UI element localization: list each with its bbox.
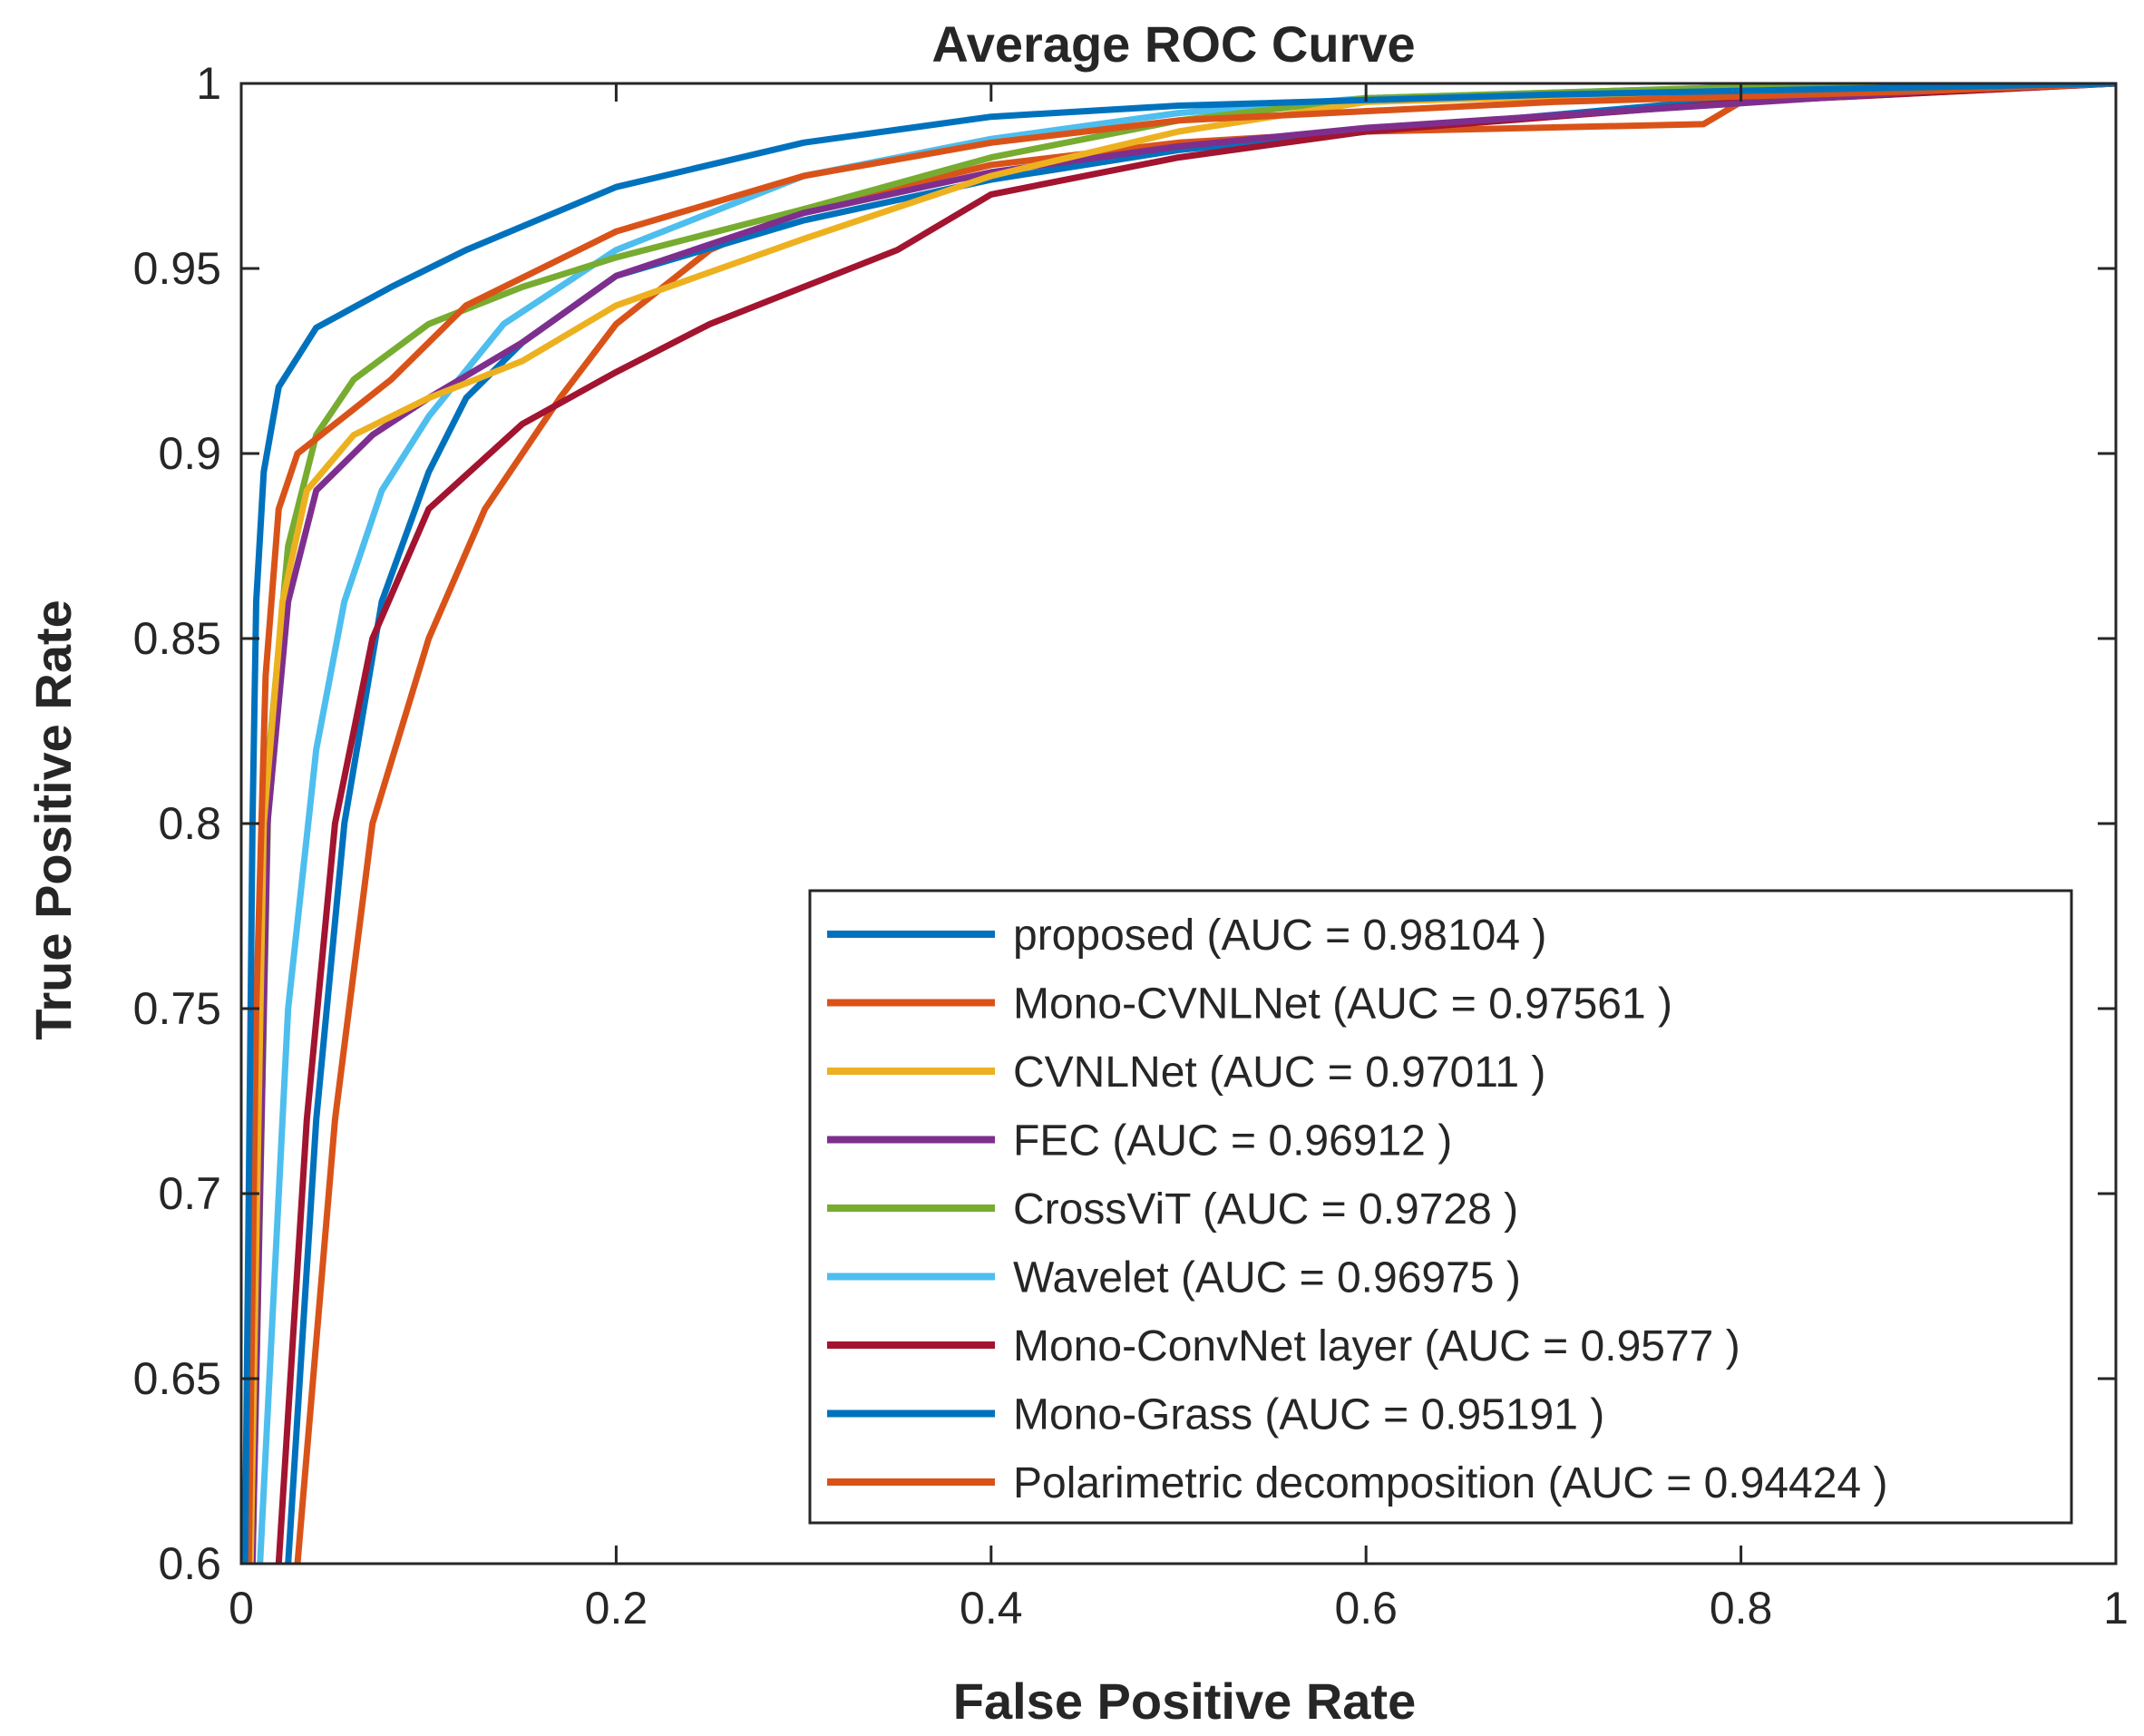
legend-label-8: Mono-Grass (AUC = 0.95191 ) bbox=[1013, 1391, 1604, 1439]
legend-label-6: Wavelet (AUC = 0.96975 ) bbox=[1013, 1254, 1521, 1302]
legend-label-5: CrossViT (AUC = 0.9728 ) bbox=[1013, 1185, 1518, 1234]
legend-label-7: Mono-ConvNet layer (AUC = 0.9577 ) bbox=[1013, 1322, 1740, 1370]
y-tick-label: 0.9 bbox=[158, 428, 221, 479]
legend-label-1: proposed (AUC = 0.98104 ) bbox=[1013, 912, 1546, 960]
x-axis-label: False Positive Rate bbox=[953, 1673, 1416, 1730]
series-line-3 bbox=[247, 83, 2116, 1564]
x-tick-label: 1 bbox=[2103, 1583, 2129, 1634]
x-tick-label: 0 bbox=[229, 1583, 254, 1634]
y-tick-label: 0.85 bbox=[133, 613, 221, 664]
legend-label-3: CVNLNet (AUC = 0.97011 ) bbox=[1013, 1048, 1545, 1097]
y-tick-label: 0.6 bbox=[158, 1538, 221, 1589]
x-tick-label: 0.2 bbox=[585, 1583, 648, 1634]
series-line-1 bbox=[241, 83, 2116, 1564]
legend-box bbox=[808, 889, 2073, 1525]
y-tick-label: 0.7 bbox=[158, 1168, 221, 1219]
legend-label-2: Mono-CVNLNet (AUC = 0.97561 ) bbox=[1013, 980, 1672, 1029]
plot-area: 0 0.2 0.4 0.6 0.8 1 0.6 0.65 0.7 0.75 0.8 0.85 0.9 0.… bbox=[133, 58, 2129, 1634]
series-group bbox=[241, 83, 2116, 1564]
series-line-7 bbox=[275, 83, 2116, 1564]
series-line-2 bbox=[245, 83, 2116, 1564]
x-tick-label: 0.6 bbox=[1334, 1583, 1398, 1634]
y-tick-label: 0.75 bbox=[133, 983, 221, 1034]
x-tick-label: 0.8 bbox=[1710, 1583, 1773, 1634]
y-tick-label: 0.8 bbox=[158, 798, 221, 849]
y-tick-label: 0.65 bbox=[133, 1353, 221, 1404]
y-tick-label: 0.95 bbox=[133, 243, 221, 294]
x-tick-label: 0.4 bbox=[960, 1583, 1023, 1634]
series-line-4 bbox=[249, 83, 2116, 1564]
chart-title: Average ROC Curve bbox=[931, 15, 1415, 73]
legend: proposed (AUC = 0.98104 ) Mono-CVNLNet (A… bbox=[808, 889, 2073, 1525]
y-axis-label: True Positive Rate bbox=[24, 600, 82, 1040]
legend-label-9: Polarimetric decomposition (AUC = 0.9442… bbox=[1013, 1459, 1887, 1507]
legend-label-4: FEC (AUC = 0.96912 ) bbox=[1013, 1117, 1452, 1165]
y-tick-label: 1 bbox=[196, 58, 221, 109]
